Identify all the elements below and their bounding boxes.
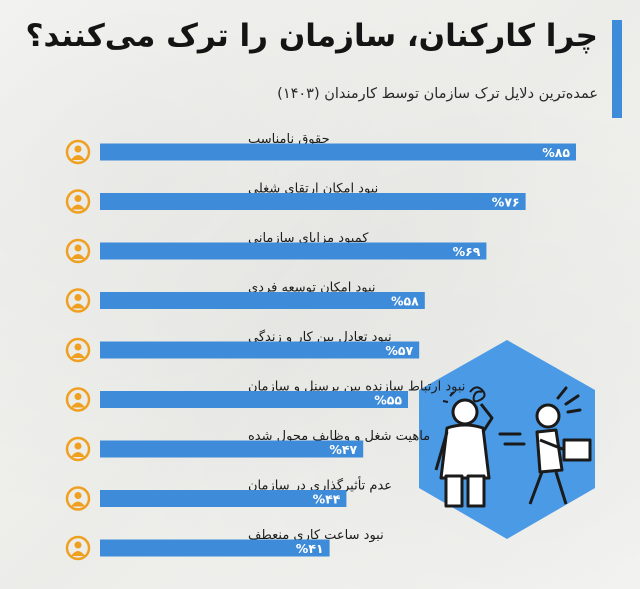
icon-body xyxy=(71,501,85,507)
headache-scribble-icon xyxy=(442,386,486,403)
icon-ring xyxy=(65,387,91,412)
category-label: نبود امکان توسعه فردی xyxy=(248,281,376,296)
data-label: %۴۱ xyxy=(296,541,324,556)
motion-lines-icon xyxy=(498,386,582,446)
icon-ring xyxy=(65,288,91,313)
data-label: %۸۵ xyxy=(542,145,570,160)
work-life-balance-icon xyxy=(65,337,91,363)
icon-body xyxy=(71,303,85,309)
icon-head xyxy=(74,343,82,351)
data-label: %۷۶ xyxy=(492,195,520,210)
icon-head xyxy=(74,145,82,153)
category-label: نبود تعادل بین کار و زندگی xyxy=(248,329,392,345)
money-hand-icon xyxy=(65,139,91,165)
data-label: %۴۴ xyxy=(313,492,341,507)
icon-ring xyxy=(65,238,91,264)
icon-head xyxy=(74,393,82,400)
icon-head xyxy=(74,541,82,549)
bar xyxy=(100,242,487,260)
bar xyxy=(100,490,347,507)
career-ladder-icon xyxy=(65,189,91,214)
team-communication-icon xyxy=(65,387,91,412)
title-accent-bar xyxy=(612,20,622,118)
icon-ring xyxy=(65,139,91,165)
bar xyxy=(100,292,425,309)
data-label: %۵۷ xyxy=(385,343,413,358)
icon-ring xyxy=(65,189,91,214)
bar xyxy=(100,143,576,161)
category-label: نبود ساعت کاری منعطف xyxy=(248,528,384,543)
icon-body xyxy=(71,353,85,358)
icon-body xyxy=(71,254,85,259)
category-label: نبود امکان ارتقای شغلی xyxy=(248,182,378,197)
bar xyxy=(100,341,420,359)
data-label: %۵۵ xyxy=(374,393,402,408)
icon-ring xyxy=(65,535,91,561)
icon-head xyxy=(74,195,82,202)
category-label: ماهیت شغل و وظایف محول شده xyxy=(248,429,430,444)
icon-head xyxy=(74,492,82,499)
page-title: چرا کارکنان، سازمان را ترک می‌کنند؟ xyxy=(25,18,598,54)
data-label: %۶۹ xyxy=(453,244,481,259)
icon-body xyxy=(71,204,85,210)
growth-icon xyxy=(65,288,91,313)
page-subtitle: عمده‌ترین دلایل ترک سازمان توسط کارمندان… xyxy=(277,86,598,102)
icon-body xyxy=(71,551,85,556)
clock-briefcase-icon xyxy=(65,535,91,561)
category-label: عدم تأثیرگذاری در سازمان xyxy=(248,476,392,494)
stressed-person-icon xyxy=(434,398,494,508)
walking-person-icon xyxy=(528,403,592,505)
bar xyxy=(100,391,408,408)
icon-ring xyxy=(65,337,91,363)
people-influence-icon xyxy=(65,486,91,511)
icon-head xyxy=(74,442,82,450)
icon-body xyxy=(71,452,85,457)
category-label: کمبود مزایای سازمانی xyxy=(248,231,369,246)
category-label: حقوق نامناسب xyxy=(248,132,330,147)
task-network-icon xyxy=(65,436,91,462)
bar xyxy=(100,193,526,210)
icon-body xyxy=(71,155,85,160)
category-label: نبود ارتباط سازنده بین پرسنل و سازمان xyxy=(248,380,465,395)
data-label: %۵۸ xyxy=(391,294,419,309)
icon-body xyxy=(71,402,85,408)
icon-head xyxy=(74,244,82,252)
bar xyxy=(100,440,364,458)
icon-head xyxy=(74,294,82,301)
bar xyxy=(100,539,330,557)
icon-ring xyxy=(65,486,91,511)
icon-ring xyxy=(65,436,91,462)
data-label: %۴۷ xyxy=(329,442,357,457)
benefits-icon xyxy=(65,238,91,264)
